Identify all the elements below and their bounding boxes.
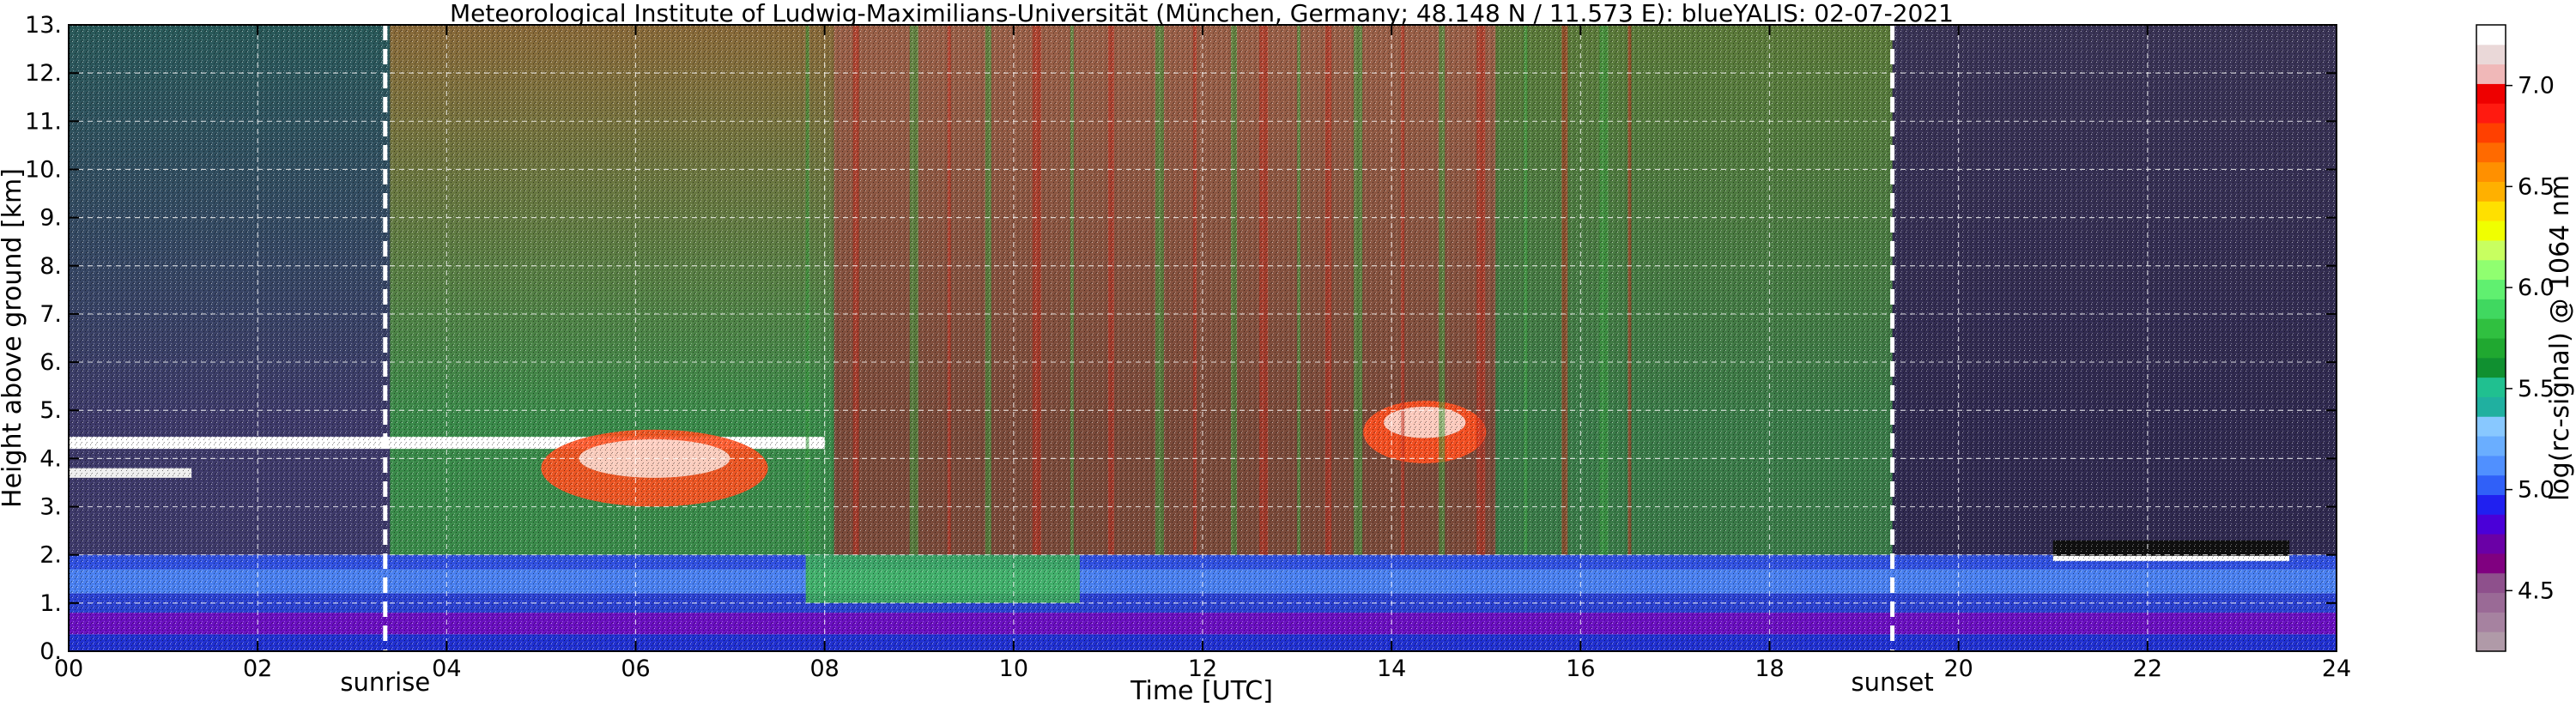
event-labels: sunrise sunset — [340, 668, 1933, 697]
x-tick-label: 06 — [621, 656, 650, 682]
colorbar-cell — [2476, 436, 2506, 456]
colorbar-cell — [2476, 181, 2506, 202]
y-tick-label: 4. — [39, 445, 62, 472]
colorbar: 4.5 5.0 5.5 6.0 6.5 7.0 log(rc-signal) @ 1064… — [2476, 24, 2575, 652]
colorbar-tick-label: 6.5 — [2518, 173, 2555, 200]
colorbar-cell — [2476, 239, 2506, 261]
colorbar-cell — [2476, 338, 2506, 359]
colorbar-frame — [2476, 24, 2506, 652]
x-tick-label: 12 — [1188, 656, 1217, 682]
colorbar-cell — [2476, 455, 2506, 476]
colorbar-tick-label: 7.0 — [2518, 73, 2555, 100]
y-tick-label: 9. — [39, 205, 62, 232]
x-tick-label: 00 — [54, 656, 83, 682]
colorbar-cell — [2476, 396, 2506, 417]
colorbar-cell — [2476, 201, 2506, 221]
y-tick-label: 1. — [39, 590, 62, 617]
colorbar-cell — [2476, 279, 2506, 299]
y-tick-label: 13. — [25, 12, 62, 39]
x-axis: 00 02 04 06 08 10 12 14 16 18 20 22 24 — [54, 25, 2351, 682]
colorbar-cell — [2476, 474, 2506, 495]
event-label: sunset — [1852, 668, 1934, 697]
colorbar-cell — [2476, 494, 2506, 515]
grid-lines — [69, 25, 2337, 651]
colorbar-ticks: 4.5 5.0 5.5 6.0 6.5 7.0 — [2506, 73, 2555, 604]
colorbar-cell — [2476, 123, 2506, 143]
x-tick-label: 14 — [1377, 656, 1406, 682]
y-tick-label: 6. — [39, 349, 62, 376]
colorbar-cell — [2476, 63, 2506, 84]
colorbar-tick-label: 6.0 — [2518, 275, 2555, 301]
colorbar-cell — [2476, 572, 2506, 594]
colorbar-cell — [2476, 161, 2506, 182]
chart-title: Meteorological Institute of Ludwig-Maxim… — [450, 0, 1954, 27]
colorbar-cell — [2476, 299, 2506, 319]
x-tick-label: 02 — [243, 656, 272, 682]
colorbar-cell — [2476, 612, 2506, 632]
x-tick-label: 08 — [809, 656, 839, 682]
colorbar-cell — [2476, 514, 2506, 535]
x-tick-label: 22 — [2133, 656, 2162, 682]
plot-area — [69, 25, 2337, 651]
colorbar-cell — [2476, 553, 2506, 574]
x-tick-label: 24 — [2322, 656, 2351, 682]
colorbar-cell — [2476, 318, 2506, 339]
x-tick-label: 10 — [999, 656, 1028, 682]
y-tick-label: 3. — [39, 494, 62, 521]
y-tick-label: 10. — [25, 156, 62, 183]
colorbar-label: log(rc-signal) @ 1064 nm — [2545, 175, 2575, 501]
y-tick-label: 5. — [39, 397, 62, 424]
colorbar-cell — [2476, 416, 2506, 437]
colorbar-cell — [2476, 259, 2506, 281]
y-tick-label: 12. — [25, 60, 62, 87]
colorbar-cell — [2476, 103, 2506, 124]
colorbar-cells — [2476, 25, 2506, 652]
colorbar-cell — [2476, 534, 2506, 554]
event-label: sunrise — [340, 668, 430, 697]
colorbar-cell — [2476, 357, 2506, 378]
y-axis-label: Height above ground [km] — [0, 168, 27, 508]
colorbar-tick-label: 4.5 — [2518, 577, 2555, 604]
x-tick-label: 04 — [432, 656, 461, 682]
colorbar-cell — [2476, 221, 2506, 241]
y-axis: 0. 1. 2. 3. 4. 5. 6. 7. 8. 9. 10. 11. 12. 13. — [25, 12, 2337, 665]
y-tick-label: 7. — [39, 301, 62, 328]
x-tick-label: 20 — [1943, 656, 1973, 682]
y-tick-label: 11. — [25, 108, 62, 135]
x-tick-label: 16 — [1566, 656, 1595, 682]
colorbar-cell — [2476, 83, 2506, 104]
x-tick-label: 18 — [1755, 656, 1784, 682]
colorbar-cell — [2476, 592, 2506, 613]
colorbar-cell — [2476, 44, 2506, 65]
event-lines — [383, 25, 1895, 651]
colorbar-tick-label: 5.5 — [2518, 376, 2555, 402]
colorbar-cell — [2476, 377, 2506, 397]
colorbar-cell — [2476, 25, 2506, 45]
colorbar-cell — [2476, 631, 2506, 652]
colorbar-cell — [2476, 142, 2506, 163]
y-tick-label: 0. — [39, 638, 62, 665]
colorbar-tick-label: 5.0 — [2518, 477, 2555, 504]
x-axis-label: Time [UTC] — [1130, 676, 1273, 706]
y-tick-label: 8. — [39, 253, 62, 280]
y-tick-label: 2. — [39, 542, 62, 569]
